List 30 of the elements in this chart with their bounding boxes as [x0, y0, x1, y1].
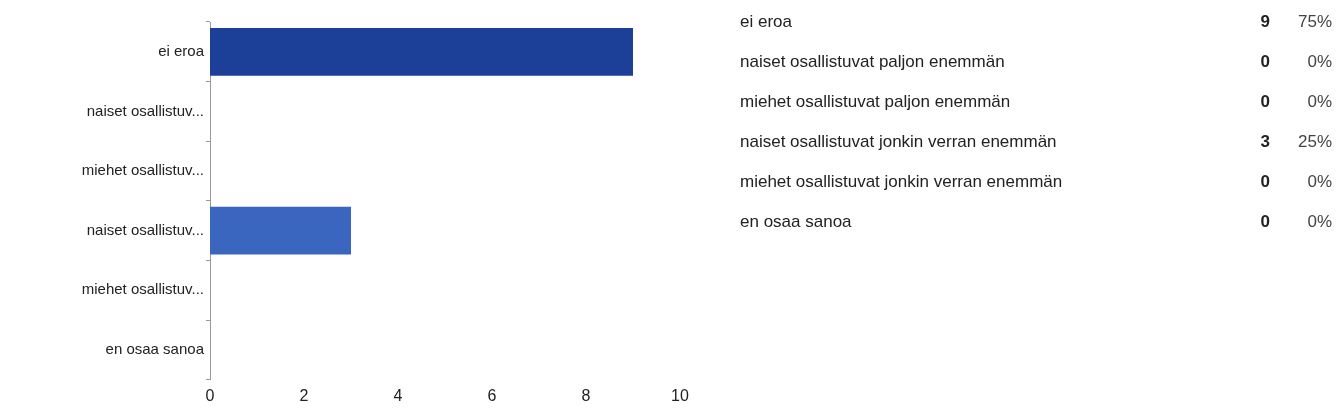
y-tick-label: naiset osallistuv... [86, 220, 204, 238]
y-tick-label: miehet osallistuv... [81, 280, 204, 298]
text: 0 [1259, 172, 1270, 192]
text: miehet osallistuvat jonkin verran enemmän [740, 172, 1064, 192]
text: 0 [1259, 92, 1270, 112]
text: 0% [1306, 92, 1332, 112]
text: 75% [1296, 12, 1332, 32]
text: 3 [1259, 132, 1270, 152]
x-tick-label: 2 [299, 386, 309, 404]
y-tick-label: miehet osallistuv... [81, 161, 204, 179]
text: 0 [1259, 52, 1270, 72]
text: miehet osallistuvat paljon enemmän [740, 92, 1012, 112]
x-tick-label: 8 [581, 386, 591, 404]
x-tick-label: 6 [487, 386, 497, 404]
text: 0% [1306, 212, 1332, 232]
text: naiset osallistuvat jonkin verran enemmän [740, 132, 1058, 152]
text: en osaa sanoa [740, 212, 853, 232]
x-tick-label: 10 [671, 386, 689, 404]
text: 25% [1296, 132, 1332, 152]
y-tick-label: naiset osallistuv... [86, 101, 204, 119]
y-tick-label: ei eroa [158, 41, 205, 59]
text: 0% [1306, 52, 1332, 72]
x-tick-label: 0 [205, 386, 215, 404]
y-tick-label: en osaa sanoa [105, 340, 205, 358]
text: 9 [1259, 12, 1270, 32]
x-tick-label: 4 [393, 386, 403, 404]
text: 0% [1306, 172, 1332, 192]
text: naiset osallistuvat paljon enemmän [740, 52, 1006, 72]
text: 0 [1259, 212, 1270, 232]
text: ei eroa [740, 12, 793, 32]
